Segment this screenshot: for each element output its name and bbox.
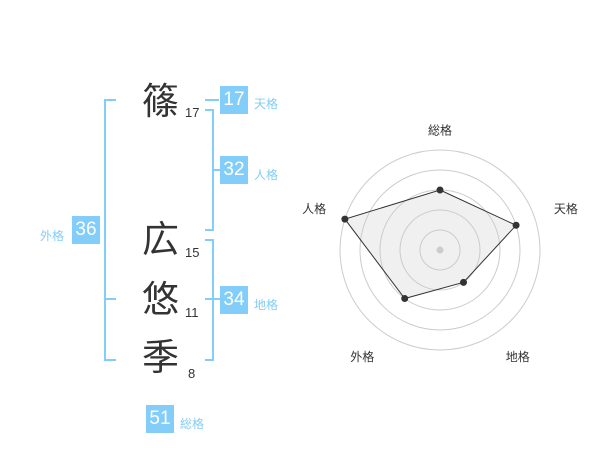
radar-point-4	[341, 215, 349, 223]
bracket-line	[205, 239, 214, 241]
jinkaku-value: 32	[220, 156, 248, 184]
stroke-count-2: 15	[185, 245, 200, 260]
gaikaku-label: 外格	[40, 229, 65, 243]
tenkaku-label: 天格	[254, 97, 279, 111]
stroke-count-3: 11	[185, 305, 199, 320]
radar-ring	[399, 209, 481, 291]
name-char-1: 篠	[142, 80, 179, 123]
radar-axis-label: 人格	[302, 201, 326, 216]
radar-outline	[344, 189, 517, 300]
bracket-line	[205, 99, 219, 101]
bracket-line	[104, 298, 116, 300]
radar-axis-label: 天格	[554, 201, 578, 216]
soukaku-value: 51	[146, 405, 174, 433]
radar-ring	[419, 229, 461, 271]
radar-ring	[359, 169, 521, 331]
bracket-line	[205, 359, 214, 361]
bracket-line	[205, 109, 214, 111]
name-char-3: 悠	[142, 278, 179, 321]
gaikaku-value: 36	[72, 216, 100, 244]
bracket-line	[205, 298, 220, 300]
bracket-line	[104, 359, 116, 361]
radar-axis-label: 総格	[428, 122, 452, 137]
bracket-line	[212, 169, 220, 171]
stroke-count-4: 8	[188, 366, 196, 381]
radar-point-3	[401, 295, 409, 303]
radar-ring	[339, 149, 541, 351]
bracket-line	[205, 229, 214, 231]
soukaku-label: 総格	[180, 417, 205, 431]
radar-point-0	[436, 186, 444, 194]
radar-point-2	[460, 278, 468, 286]
jinkaku-label: 人格	[254, 168, 279, 182]
radar-point-1	[512, 221, 520, 229]
chikaku-value: 34	[220, 286, 248, 314]
name-char-2: 広	[142, 218, 179, 261]
name-char-4: 季	[142, 336, 179, 379]
bracket-line	[212, 239, 214, 361]
radar-axis-label: 外格	[350, 349, 374, 364]
stroke-count-1: 17	[185, 105, 200, 120]
chikaku-label: 地格	[254, 298, 279, 312]
bracket-line	[104, 99, 116, 101]
bracket-line	[104, 99, 106, 361]
radar-axis-label: 地格	[506, 349, 530, 364]
tenkaku-value: 17	[220, 86, 248, 114]
radar-center-dot	[436, 246, 444, 254]
